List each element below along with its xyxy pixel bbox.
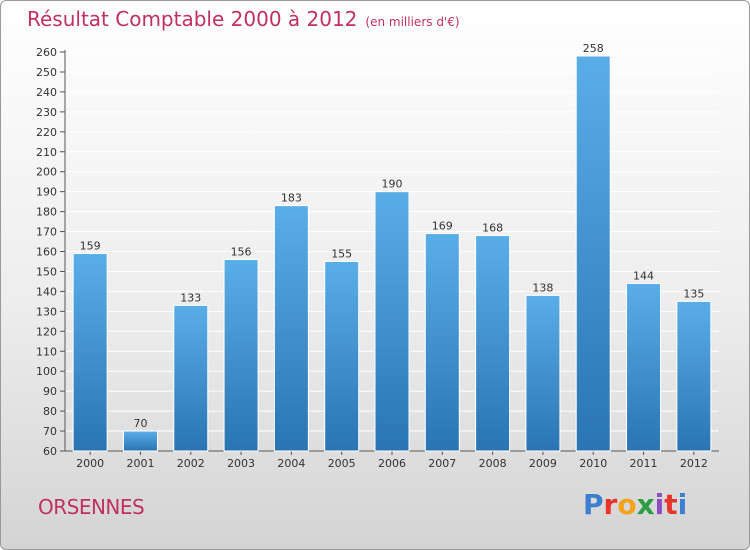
x-tick-label: 2003	[227, 457, 255, 470]
bar	[122, 430, 158, 452]
brand-logo: Proxiti	[583, 488, 687, 521]
y-tick-label: 160	[36, 246, 57, 259]
x-tick-label: 2011	[630, 457, 658, 470]
y-tick-label: 130	[36, 305, 57, 318]
y-tick-label: 170	[36, 226, 57, 239]
y-tick-label: 70	[43, 425, 57, 438]
x-tick-label: 2010	[579, 457, 607, 470]
brand-letter: P	[583, 488, 604, 521]
x-tick-label: 2006	[378, 457, 406, 470]
brand-letter: x	[636, 488, 655, 521]
data-label: 155	[331, 247, 352, 260]
brand-letter: i	[654, 488, 665, 521]
data-label: 70	[133, 417, 147, 430]
x-tick-label: 2000	[76, 457, 104, 470]
x-tick-label: 2005	[328, 457, 356, 470]
y-tick-label: 250	[36, 66, 57, 79]
bar	[525, 294, 561, 452]
title-block: Résultat Comptable 2000 à 2012 (en millie…	[27, 7, 460, 31]
data-label: 133	[180, 291, 201, 304]
bar	[324, 260, 360, 452]
x-tick-label: 2004	[277, 457, 305, 470]
x-tick-label: 2002	[177, 457, 205, 470]
chart-title: Résultat Comptable 2000 à 2012	[27, 7, 358, 31]
y-tick-label: 90	[43, 385, 57, 398]
x-tick-label: 2012	[680, 457, 708, 470]
bar	[72, 252, 108, 452]
y-tick-label: 110	[36, 345, 57, 358]
bar	[273, 205, 309, 452]
data-label: 258	[583, 42, 604, 55]
bar	[575, 55, 611, 452]
brand-letter: o	[617, 488, 637, 521]
bar	[424, 233, 460, 452]
data-label: 156	[231, 245, 252, 258]
bars	[72, 55, 712, 452]
data-label: 168	[482, 222, 503, 235]
x-tick-label: 2008	[479, 457, 507, 470]
y-tick-label: 190	[36, 186, 57, 199]
y-tick-label: 60	[43, 445, 57, 458]
y-tick-label: 260	[36, 46, 57, 59]
data-label: 144	[633, 269, 654, 282]
data-label: 135	[683, 287, 704, 300]
y-tick-label: 150	[36, 265, 57, 278]
y-tick-label: 80	[43, 405, 57, 418]
brand-letter: r	[603, 488, 618, 521]
y-tick-label: 140	[36, 285, 57, 298]
y-tick-label: 240	[36, 86, 57, 99]
data-label: 169	[432, 220, 453, 233]
y-tick-label: 230	[36, 106, 57, 119]
chart-unit: (en milliers d'€)	[365, 15, 460, 29]
labels: 159 2000 70 2001 133 2002 156 2003 183 2004 155 200…	[76, 42, 708, 470]
y-tick-label: 210	[36, 146, 57, 159]
x-tick-label: 2001	[126, 457, 154, 470]
brand-letter: i	[677, 488, 688, 521]
data-label: 183	[281, 192, 302, 205]
x-tick-label: 2009	[529, 457, 557, 470]
data-label: 159	[80, 239, 101, 252]
bar	[223, 258, 259, 452]
bar	[475, 235, 511, 452]
y-tick-label: 120	[36, 325, 57, 338]
brand-letter: t	[664, 488, 678, 521]
data-label: 138	[532, 281, 553, 294]
commune-name: ORSENNES	[38, 495, 145, 519]
data-label: 190	[382, 178, 403, 191]
y-tick-label: 220	[36, 126, 57, 139]
bar	[626, 282, 662, 452]
y-tick-label: 200	[36, 166, 57, 179]
x-tick-label: 2007	[428, 457, 456, 470]
bar	[173, 304, 209, 452]
y-tick-label: 100	[36, 365, 57, 378]
bar	[676, 300, 712, 452]
y-tick-label: 180	[36, 206, 57, 219]
bar	[374, 191, 410, 452]
